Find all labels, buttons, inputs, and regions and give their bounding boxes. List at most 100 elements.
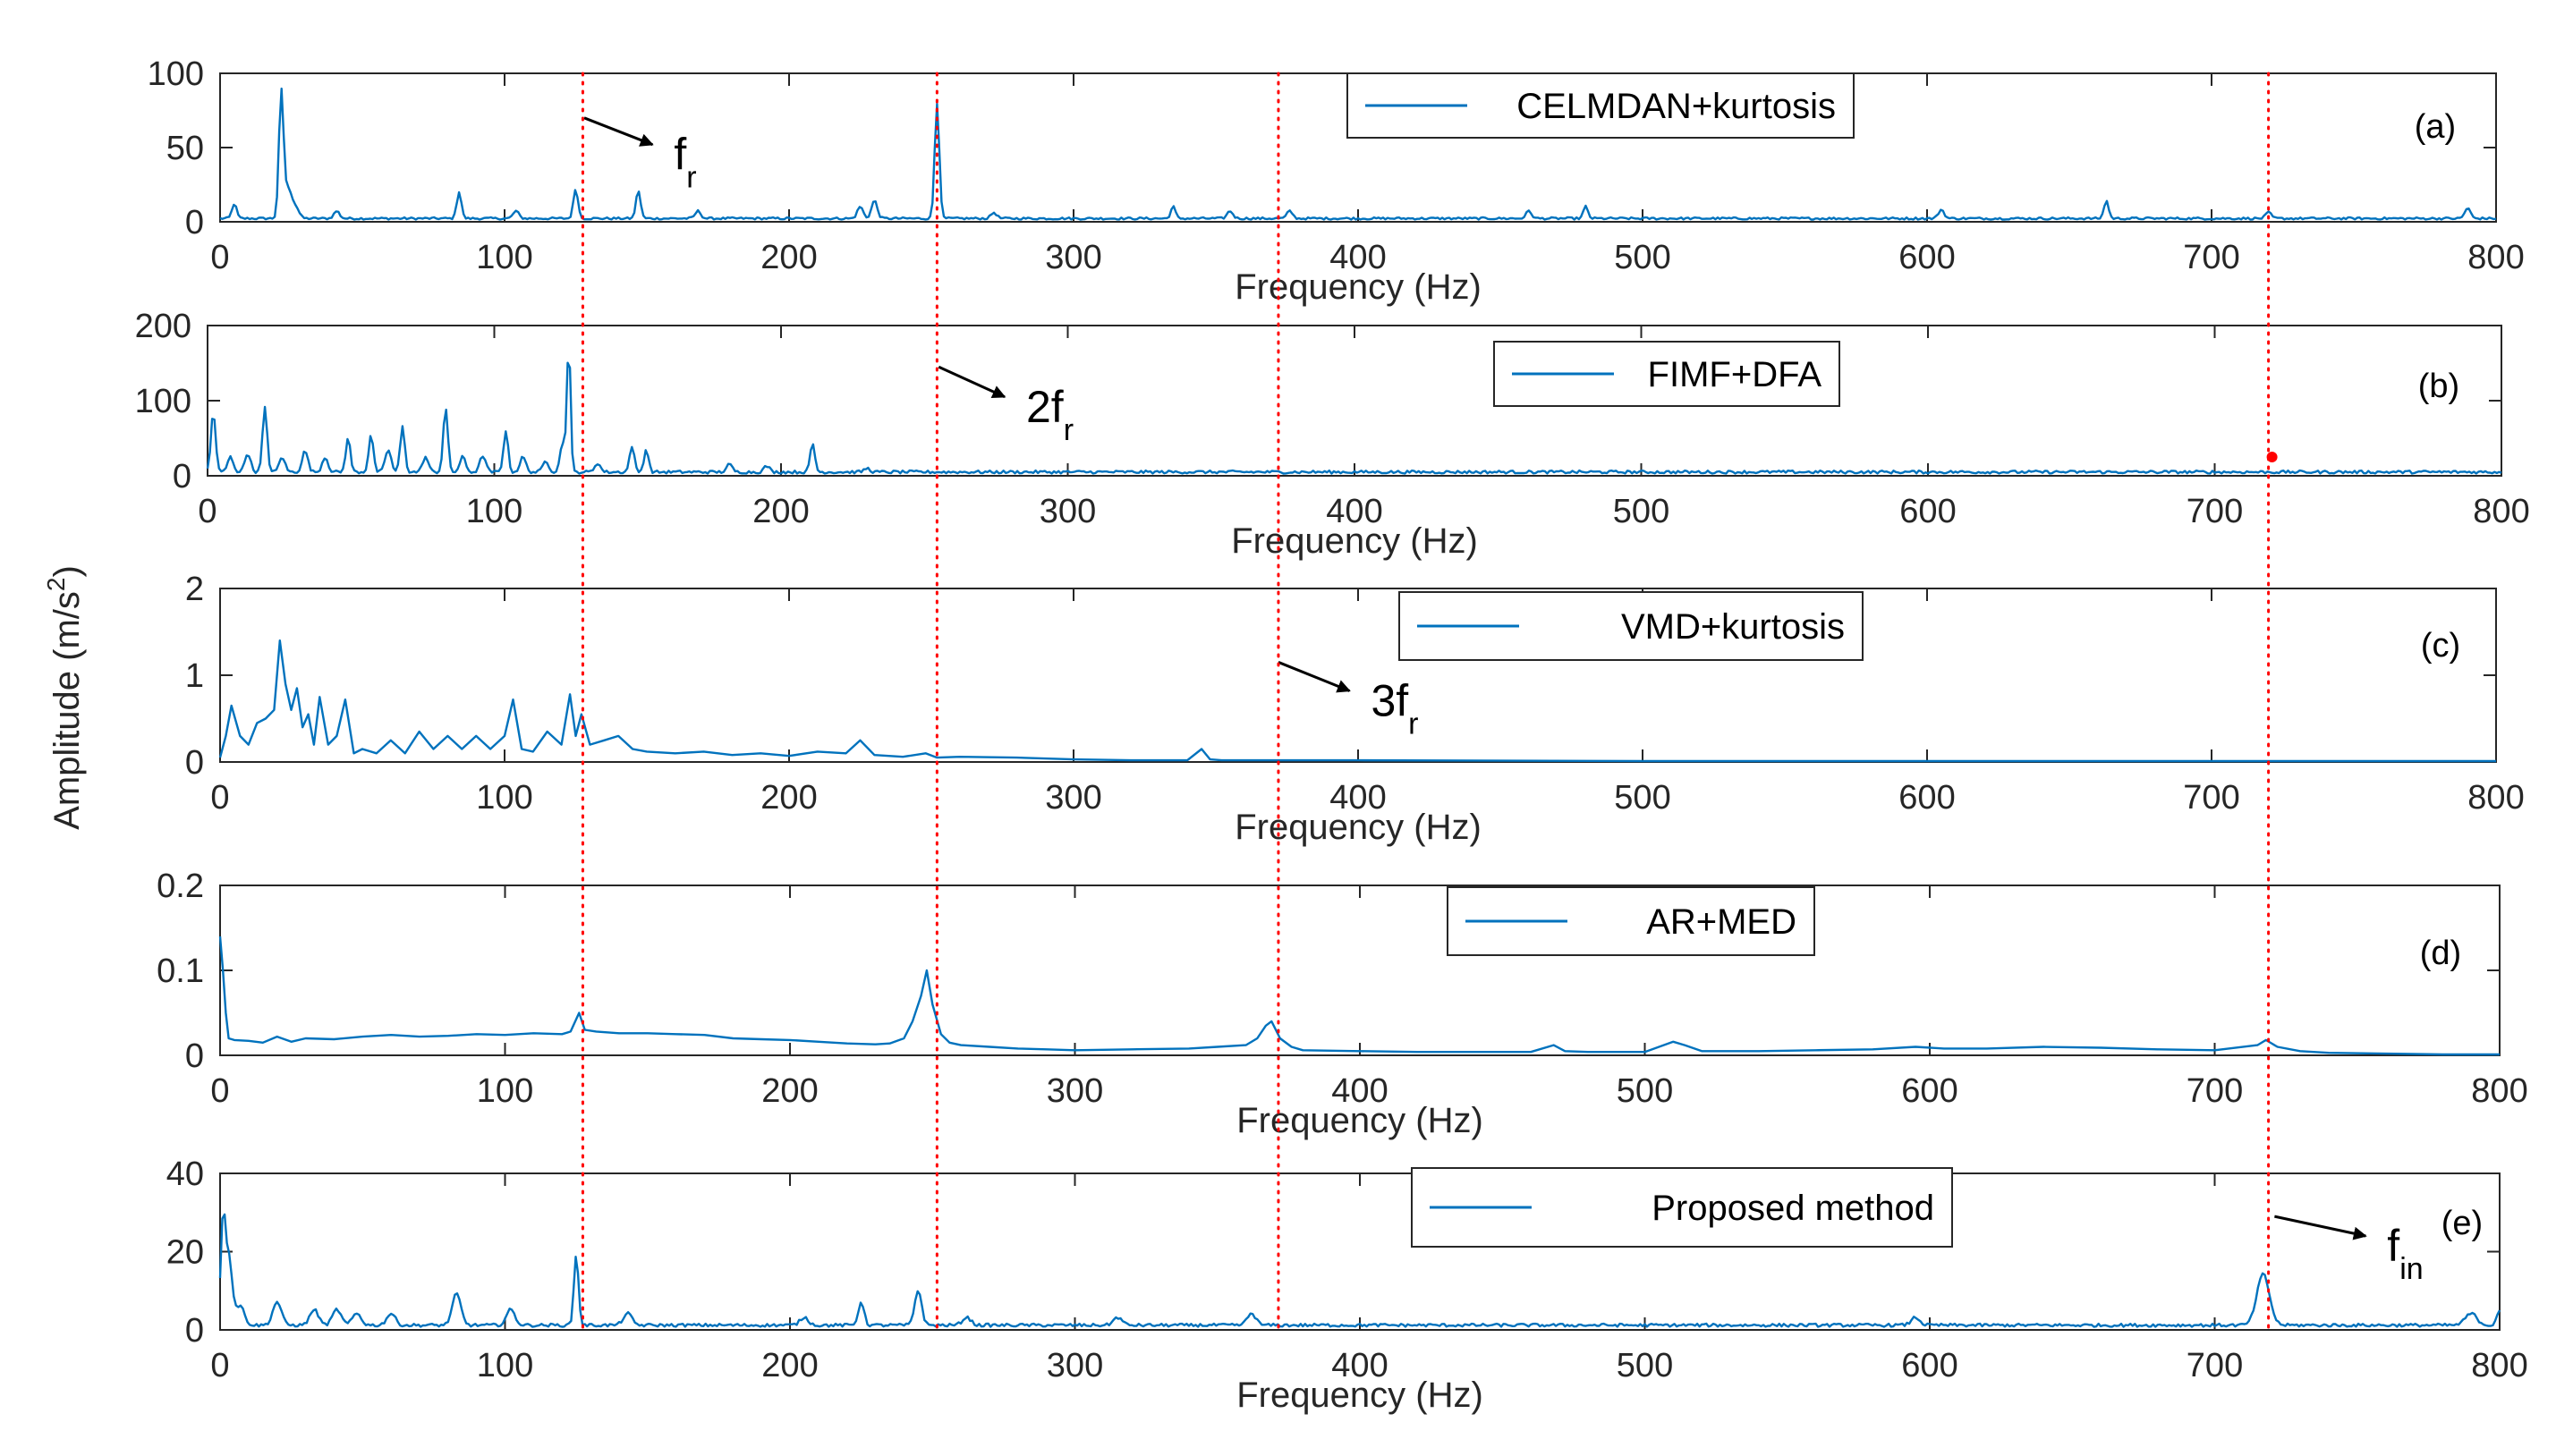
- legend-entry-d: AR+MED: [1646, 902, 1796, 942]
- x-tick-label: 400: [1329, 779, 1386, 817]
- x-tick-label: 100: [477, 1072, 533, 1110]
- x-tick-label: 100: [476, 239, 532, 276]
- panel-tag-b: (b): [2418, 368, 2459, 405]
- annotation-arrow: [583, 116, 654, 147]
- y-tick-label: 0.1: [157, 952, 204, 990]
- panel-a: 0 100 200 300 400 500 600 700 800 0 50 100 Frequency…: [148, 55, 2525, 307]
- annotation-arrow: [2274, 1215, 2367, 1240]
- panel-d: 0 100 200 300 400 500 600 700 800 0 0.1 0.2 Frequenc…: [157, 868, 2528, 1140]
- x-tick-label: 600: [1899, 493, 1956, 530]
- y-tick-label: 2: [185, 571, 204, 608]
- y-tick-label: 50: [166, 130, 204, 167]
- series-line-c: [218, 639, 2496, 763]
- x-tick-label: 800: [2471, 1347, 2527, 1384]
- x-tick-label: 100: [476, 779, 532, 817]
- x-tick-label: 600: [1898, 779, 1955, 817]
- x-tick-label: 0: [210, 1072, 229, 1110]
- x-tick-label: 400: [1331, 1072, 1388, 1110]
- x-tick-label: 200: [752, 493, 809, 530]
- x-tick-label: 700: [2187, 1072, 2243, 1110]
- x-tick-label: 500: [1614, 239, 1670, 276]
- x-tick-label: 200: [760, 239, 817, 276]
- panel-tag-c: (c): [2421, 627, 2460, 665]
- annotation-label: fr: [674, 130, 696, 195]
- x-tick-label: 0: [198, 493, 217, 530]
- panel-c: 0 100 200 300 400 500 600 700 800 0 1 2 Frequency (H…: [185, 571, 2525, 847]
- annotation-label: fin: [2387, 1221, 2423, 1286]
- y-tick-label: 20: [166, 1234, 204, 1272]
- x-tick-label: 800: [2471, 1072, 2527, 1110]
- x-axis-label: Frequency (Hz): [1231, 521, 1478, 561]
- x-tick-label: 200: [760, 779, 817, 817]
- x-tick-label: 500: [1613, 493, 1669, 530]
- y-tick-label: 0.2: [157, 868, 204, 905]
- series-line-b: [206, 361, 2502, 475]
- x-tick-label: 500: [1617, 1347, 1673, 1384]
- y-tick-label: 100: [148, 55, 204, 93]
- y-tick-label: 0: [185, 1037, 204, 1075]
- x-tick-label: 300: [1047, 1347, 1103, 1384]
- series-line-d: [218, 935, 2500, 1056]
- panel-tag-e: (e): [2441, 1205, 2483, 1242]
- x-tick-label: 800: [2467, 779, 2524, 817]
- annotation-arrow: [938, 365, 1006, 399]
- axes-box-c: [219, 588, 2497, 763]
- legend-entry-c: VMD+kurtosis: [1621, 607, 1845, 647]
- annotation-label: 3fr: [1371, 675, 1418, 741]
- x-tick-label: 0: [210, 239, 229, 276]
- x-axis-label: Frequency (Hz): [1236, 1101, 1483, 1140]
- x-tick-label: 800: [2473, 493, 2529, 530]
- x-tick-label: 600: [1901, 1347, 1957, 1384]
- legend-entry-a: CELMDAN+kurtosis: [1516, 87, 1836, 126]
- axes-box-e: [219, 1172, 2501, 1331]
- x-tick-label: 700: [2187, 1347, 2243, 1384]
- x-tick-label: 400: [1326, 493, 1382, 530]
- x-tick-label: 500: [1617, 1072, 1673, 1110]
- x-tick-label: 300: [1040, 493, 1096, 530]
- annotation-arrow: [1278, 661, 1351, 693]
- x-tick-label: 300: [1047, 1072, 1103, 1110]
- y-tick-label: 0: [185, 204, 204, 241]
- axes-box-b: [207, 325, 2502, 477]
- x-tick-label: 400: [1329, 239, 1386, 276]
- x-tick-label: 400: [1331, 1347, 1388, 1384]
- x-axis-label: Frequency (Hz): [1236, 1376, 1483, 1415]
- y-tick-label: 100: [135, 383, 191, 420]
- x-tick-label: 100: [466, 493, 522, 530]
- x-axis-label: Frequency (Hz): [1235, 808, 1482, 847]
- x-tick-label: 500: [1614, 779, 1670, 817]
- x-tick-label: 0: [210, 779, 229, 817]
- x-axis-label: Frequency (Hz): [1235, 267, 1482, 307]
- panel-tag-d: (d): [2420, 935, 2461, 972]
- x-tick-label: 200: [761, 1072, 818, 1110]
- x-tick-label: 200: [761, 1347, 818, 1384]
- x-tick-label: 600: [1898, 239, 1955, 276]
- x-tick-label: 300: [1045, 239, 1101, 276]
- y-tick-label: 0: [185, 1312, 204, 1350]
- panel-tag-a: (a): [2415, 108, 2456, 146]
- x-tick-label: 100: [477, 1347, 533, 1384]
- legend-entry-b: FIMF+DFA: [1648, 355, 1822, 394]
- x-tick-label: 800: [2467, 239, 2524, 276]
- y-tick-label: 1: [185, 657, 204, 695]
- series-line-a: [219, 87, 2497, 221]
- x-tick-label: 600: [1901, 1072, 1957, 1110]
- marker-lines: [581, 72, 2271, 1332]
- x-tick-label: 700: [2187, 493, 2243, 530]
- subplots: 0 100 200 300 400 500 600 700 800050100Frequency…: [135, 55, 2530, 1415]
- panel-b: 0 100 200 300 400 500 600 700 800 0 100 200 Frequenc…: [135, 308, 2530, 561]
- y-axis-label: Amplitude (m/s2): [42, 565, 87, 830]
- legend-entry-e: Proposed method: [1652, 1189, 1934, 1228]
- y-tick-label: 40: [166, 1155, 204, 1193]
- series-line-e: [218, 1213, 2501, 1328]
- annotation-label: 2fr: [1026, 382, 1074, 447]
- x-tick-label: 700: [2183, 779, 2239, 817]
- y-tick-label: 0: [173, 458, 191, 495]
- x-tick-label: 300: [1045, 779, 1101, 817]
- x-tick-label: 0: [210, 1347, 229, 1384]
- axes-box-d: [219, 885, 2501, 1056]
- panel-e: 0 100 200 300 400 500 600 700 800 0 20 40 Frequency …: [166, 1155, 2528, 1415]
- y-tick-label: 0: [185, 744, 204, 782]
- y-tick-label: 200: [135, 308, 191, 345]
